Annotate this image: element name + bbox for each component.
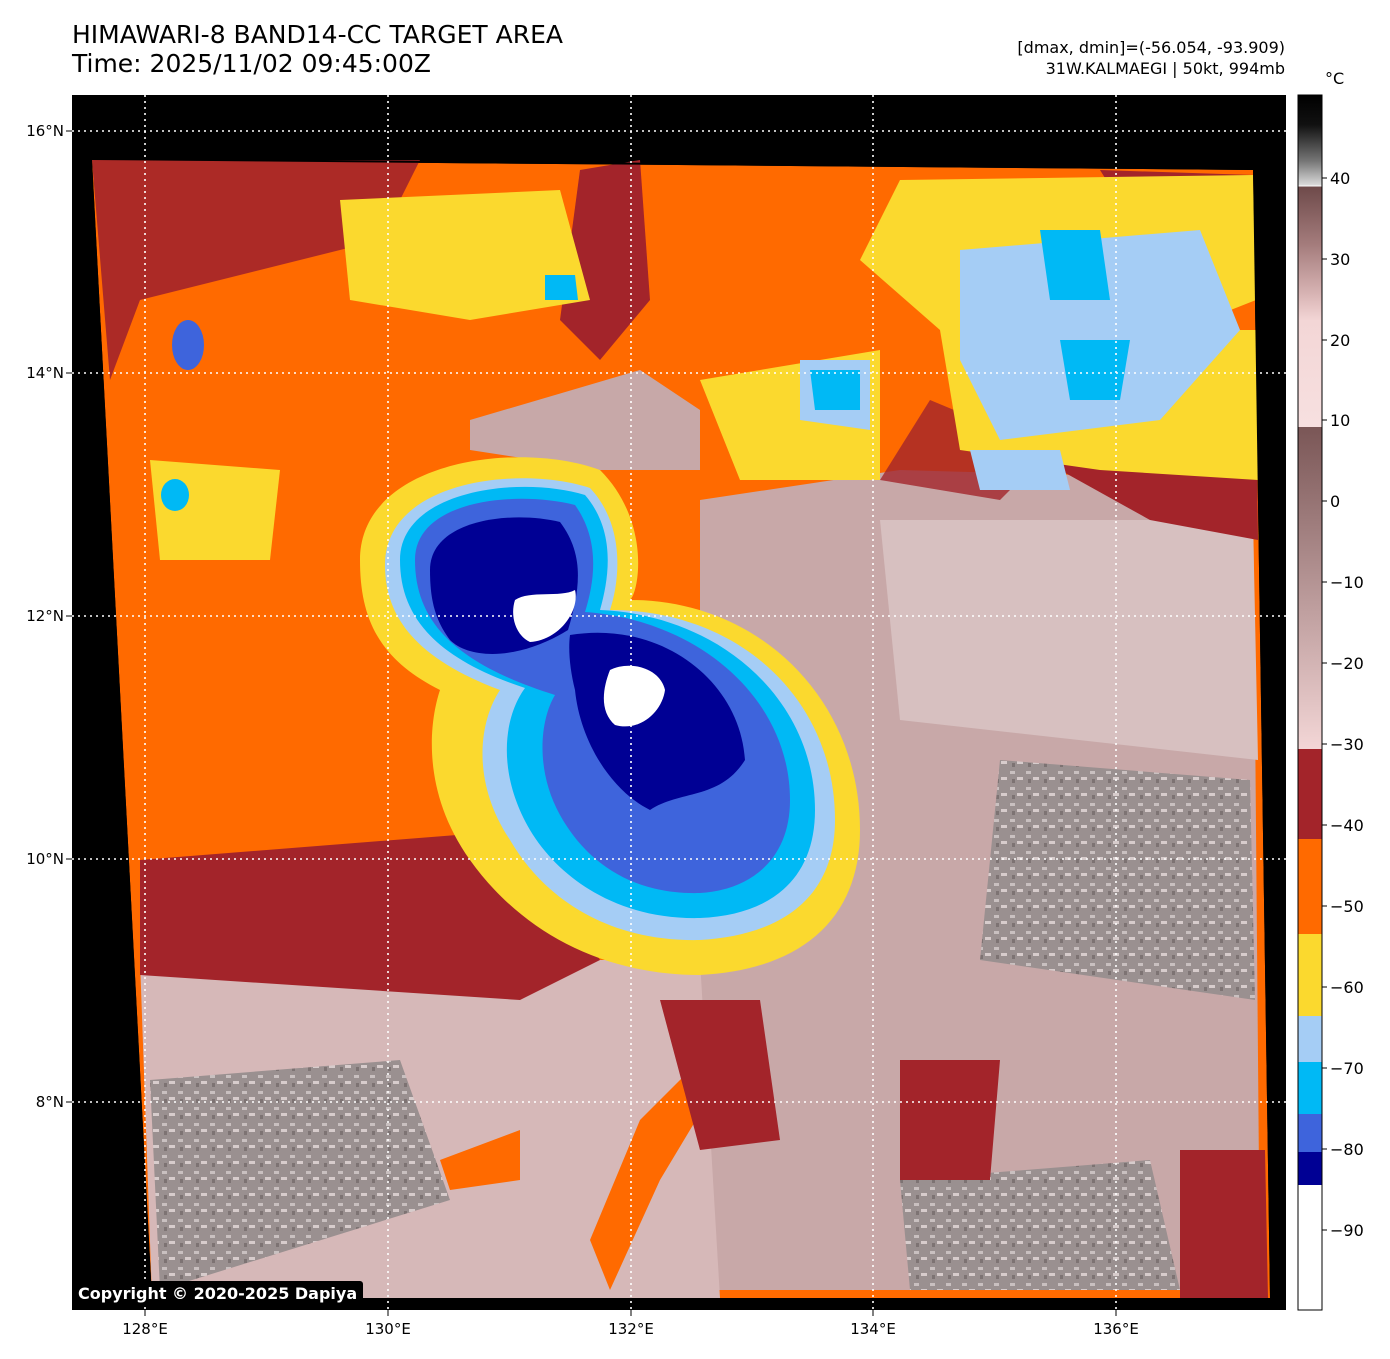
colorbar-cyan-segment — [1298, 1062, 1322, 1114]
colorbar-navy-segment — [1298, 1152, 1322, 1185]
lat-label: 10°N — [26, 850, 64, 868]
lon-label: 134°E — [850, 1320, 896, 1338]
storm-name-intensity: 31W.KALMAEGI | 50kt, 994mb — [1045, 59, 1285, 78]
colorbar: °C 40 30 2 — [1297, 69, 1364, 1311]
lat-label: 14°N — [26, 364, 64, 382]
colorbar-royalblue-segment — [1298, 1114, 1322, 1152]
lat-label: 8°N — [36, 1093, 64, 1111]
colorbar-unit: °C — [1325, 69, 1344, 88]
colorbar-yellow-segment — [1298, 934, 1322, 1016]
colorbar-tick: −70 — [1330, 1059, 1364, 1078]
colorbar-tick: 0 — [1330, 492, 1340, 511]
colorbar-tick: −10 — [1330, 573, 1364, 592]
longitude-labels: 128°E 130°E 132°E 134°E 136°E — [122, 1320, 1139, 1338]
colorbar-tick: 40 — [1330, 169, 1350, 188]
latitude-labels: 16°N 14°N 12°N 10°N 8°N — [26, 122, 64, 1111]
lon-label: 136°E — [1093, 1320, 1139, 1338]
colorbar-orange-segment — [1298, 839, 1322, 934]
colorbar-warm-segment — [1298, 427, 1322, 749]
colorbar-tick: 20 — [1330, 331, 1350, 350]
satellite-imagery — [92, 160, 1270, 1298]
colorbar-white-segment — [1298, 1185, 1322, 1310]
colorbar-tick: −40 — [1330, 816, 1364, 835]
lon-label: 128°E — [122, 1320, 168, 1338]
graticule — [72, 95, 1286, 1310]
colorbar-tick: −60 — [1330, 978, 1364, 997]
colorbar-tick: 10 — [1330, 411, 1350, 430]
typhoon-cloud-system — [360, 457, 860, 975]
colorbar-tick: −20 — [1330, 654, 1364, 673]
colorbar-tick: −80 — [1330, 1140, 1364, 1159]
title-line-1: HIMAWARI-8 BAND14-CC TARGET AREA — [72, 20, 564, 49]
title-line-2: Time: 2025/11/02 09:45:00Z — [72, 49, 431, 78]
copyright-badge: Copyright © 2020-2025 Dapiya — [72, 1281, 364, 1306]
colorbar-lightblue-segment — [1298, 1016, 1322, 1062]
storm-info: [dmax, dmin]=(-56.054, -93.909) 31W.KALM… — [1017, 37, 1285, 79]
colorbar-darkred-segment — [1298, 749, 1322, 839]
colorbar-tick: 30 — [1330, 250, 1350, 269]
colorbar-tick: −50 — [1330, 897, 1364, 916]
lon-label: 132°E — [608, 1320, 654, 1338]
chart-title: HIMAWARI-8 BAND14-CC TARGET AREA Time: 2… — [72, 20, 563, 78]
colorbar-tick: −90 — [1330, 1221, 1364, 1240]
lat-label: 16°N — [26, 122, 64, 140]
dmax-dmin-readout: [dmax, dmin]=(-56.054, -93.909) — [1017, 38, 1285, 57]
lat-label: 12°N — [26, 607, 64, 625]
colorbar-tick: −30 — [1330, 735, 1364, 754]
lon-label: 130°E — [365, 1320, 411, 1338]
